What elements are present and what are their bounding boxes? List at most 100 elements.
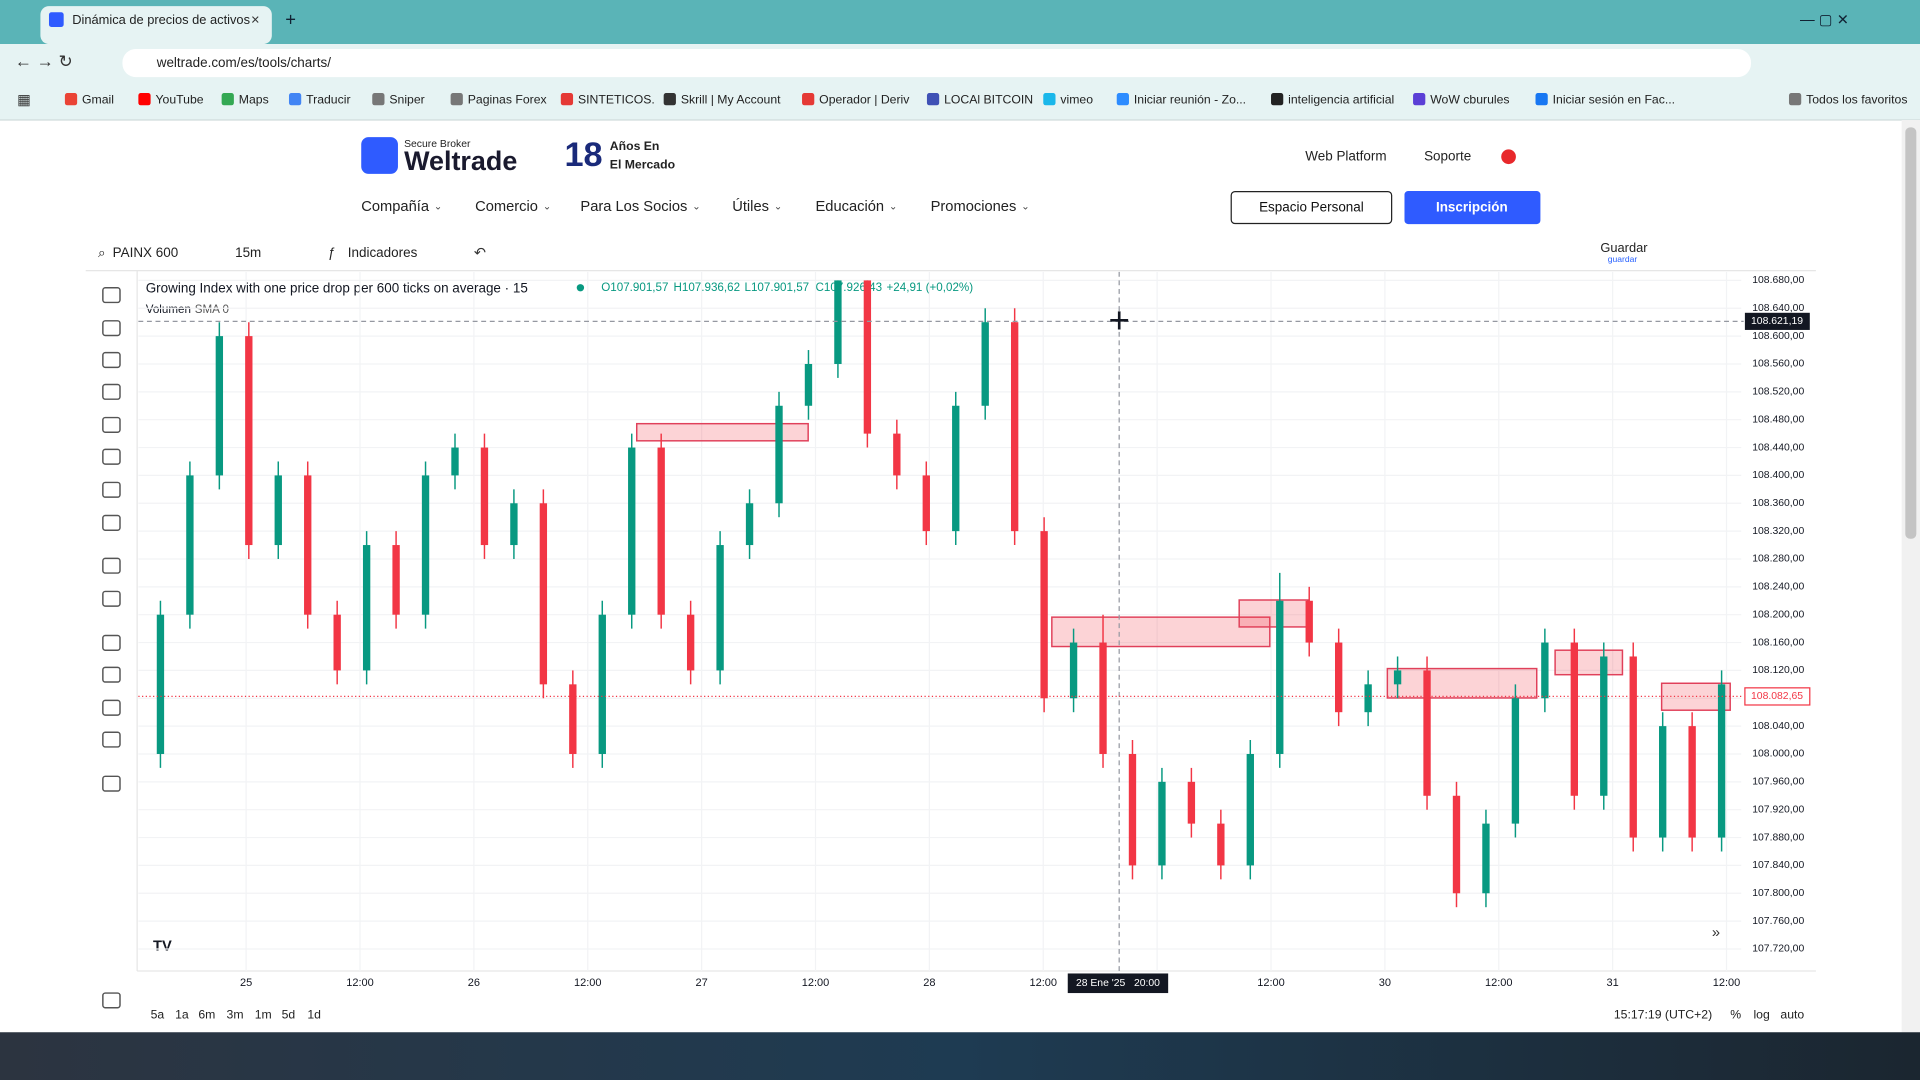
bookmark[interactable]: Maps — [239, 93, 269, 107]
nav-item[interactable]: Promociones — [931, 199, 1017, 215]
window-controls[interactable]: — ▢ ✕ — [1800, 13, 1849, 29]
x-tick-label: 12:00 — [802, 977, 830, 989]
nav-item[interactable]: Compañía — [361, 199, 430, 215]
nav-caret: ⌄ — [543, 202, 551, 213]
scroll-thumb[interactable] — [1905, 127, 1917, 539]
range-button[interactable]: 1d — [307, 1007, 321, 1021]
drawing-tool[interactable] — [102, 634, 121, 651]
drawing-tool[interactable] — [102, 481, 121, 498]
bookmark[interactable]: Todos los favoritos — [1806, 93, 1907, 107]
language-flag[interactable] — [1501, 149, 1516, 165]
save[interactable]: Guardar — [1600, 240, 1648, 255]
drawing-tool[interactable] — [102, 590, 121, 607]
auto-toggle[interactable]: auto — [1780, 1007, 1804, 1021]
candle-body — [333, 614, 341, 671]
indicators-icon: ƒ — [328, 245, 335, 260]
drawing-tool[interactable] — [102, 383, 121, 400]
bookmark[interactable]: Sniper — [389, 93, 424, 107]
nav-item[interactable]: Educación — [816, 199, 885, 215]
y-tick-label: 108.000,00 — [1752, 749, 1804, 760]
drawing-tool[interactable] — [102, 731, 121, 748]
nav-item[interactable]: Útiles — [732, 198, 769, 215]
brand: Weltrade — [404, 146, 517, 176]
symbol[interactable]: PAINX 600 — [113, 245, 179, 260]
tab-strip — [0, 0, 1920, 45]
drawing-tool[interactable] — [102, 992, 121, 1009]
range-button[interactable]: 5d — [282, 1007, 296, 1021]
drawing-tool[interactable] — [102, 287, 121, 304]
drawing-tool[interactable] — [102, 699, 121, 716]
undo[interactable]: ↶ — [474, 245, 486, 261]
log-toggle[interactable]: log — [1753, 1007, 1770, 1021]
drawing-tool[interactable] — [102, 514, 121, 531]
personal-button[interactable] — [1230, 191, 1393, 225]
drawing-tool[interactable] — [102, 666, 121, 683]
drawing-tool[interactable] — [102, 448, 121, 465]
tab-close[interactable]: × — [251, 13, 260, 29]
zone[interactable] — [1554, 649, 1624, 676]
y-tick-label: 108.520,00 — [1752, 387, 1804, 398]
bookmark[interactable]: Iniciar sesión en Fac... — [1553, 93, 1675, 107]
zone[interactable] — [1386, 667, 1538, 699]
bookmark[interactable]: YouTube — [156, 93, 204, 107]
nav-item[interactable]: Para Los Socios — [580, 199, 687, 215]
search-icon[interactable]: ⌕ — [98, 245, 106, 260]
candle-body — [893, 433, 901, 476]
percent-toggle[interactable]: % — [1730, 1007, 1741, 1021]
range-button[interactable]: 1m — [255, 1007, 272, 1021]
drawing-tool[interactable] — [102, 775, 121, 792]
range-button[interactable]: 6m — [198, 1007, 215, 1021]
bookmark[interactable]: SINTETICOS. — [578, 93, 655, 107]
y-tick-label: 108.680,00 — [1752, 275, 1804, 286]
bookmark[interactable]: Traducir — [306, 93, 350, 107]
taskbar — [0, 1032, 1920, 1080]
nav-buttons[interactable]: ← → ↻ — [15, 51, 73, 71]
address-bar[interactable] — [122, 48, 1752, 78]
y-tick-label: 107.800,00 — [1752, 888, 1804, 899]
bookmark[interactable]: Paginas Forex — [468, 93, 547, 107]
save-sub: guardar — [1608, 254, 1638, 264]
nav-caret: ⌄ — [889, 202, 897, 213]
candle-body — [304, 475, 312, 615]
drawing-tool[interactable] — [102, 557, 121, 574]
bookmark[interactable]: Gmail — [82, 93, 114, 107]
bookmark-icon — [221, 93, 234, 106]
y-tick-label: 108.040,00 — [1752, 721, 1804, 732]
web-platform-link[interactable]: Web Platform — [1305, 148, 1386, 163]
brand-logo[interactable]: Secure Broker Weltrade — [361, 137, 517, 176]
candle-body — [1629, 656, 1637, 838]
nav-caret: ⌄ — [434, 202, 442, 213]
drawing-tool[interactable] — [102, 351, 121, 369]
support-link[interactable]: Soporte — [1424, 148, 1471, 163]
bookmark[interactable]: Iniciar reunión - Zo... — [1134, 93, 1246, 107]
signup-button[interactable] — [1404, 191, 1541, 225]
interval[interactable]: 15m — [235, 245, 261, 260]
active-tab[interactable] — [40, 6, 272, 45]
bookmark[interactable]: Operador | Deriv — [819, 93, 910, 107]
candle-body — [1040, 531, 1048, 699]
bookmark[interactable]: LOCAl BITCOIN — [944, 93, 1033, 107]
range-button[interactable]: 1a — [175, 1007, 189, 1021]
tv-logo[interactable]: TV — [153, 938, 172, 954]
apps-icon[interactable]: ▦ — [17, 92, 31, 108]
drawing-tool[interactable] — [102, 320, 121, 337]
nav-item[interactable]: Comercio — [475, 199, 538, 215]
candle-body — [451, 447, 459, 476]
tab-title: Dinámica de precios de activos — [72, 12, 250, 27]
range-button[interactable]: 3m — [227, 1007, 244, 1021]
bookmark-icon — [64, 93, 78, 106]
y-tick-label: 107.880,00 — [1752, 832, 1804, 843]
drawing-tool[interactable] — [102, 416, 121, 433]
bookmark[interactable]: Skrill | My Account — [681, 93, 781, 107]
y-tick-label: 108.440,00 — [1752, 442, 1804, 453]
zone[interactable] — [1238, 599, 1309, 628]
bookmark[interactable]: inteligencia artificial — [1288, 93, 1394, 107]
scroll-right[interactable]: » — [1712, 925, 1720, 941]
zone[interactable] — [636, 422, 809, 442]
bookmark[interactable]: vimeo — [1060, 93, 1093, 107]
range-button[interactable]: 5a — [151, 1007, 165, 1021]
indicators[interactable]: Indicadores — [348, 245, 418, 260]
bookmark[interactable]: WoW cburules — [1430, 93, 1509, 107]
new-tab[interactable]: + — [285, 9, 296, 30]
zone[interactable] — [1051, 616, 1271, 648]
